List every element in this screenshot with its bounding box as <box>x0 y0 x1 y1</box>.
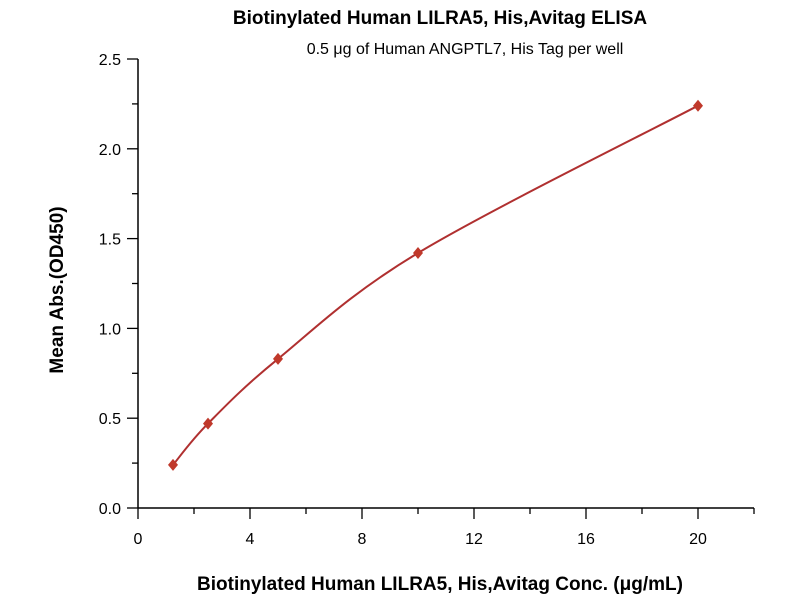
data-point <box>693 99 703 112</box>
chart-subtitle: 0.5 μg of Human ANGPTL7, His Tag per wel… <box>307 41 624 58</box>
x-tick-label: 4 <box>246 531 255 548</box>
y-tick-label: 0.5 <box>99 411 121 428</box>
fitted-curve <box>172 104 699 466</box>
x-tick-label: 8 <box>358 531 367 548</box>
x-tick-label: 16 <box>577 531 595 548</box>
x-tick-label: 12 <box>465 531 483 548</box>
axes: 0 4 8 12 16 20 0.0 0.5 1.0 1.5 2.0 2.5 <box>99 52 755 548</box>
y-tick-label: 1.0 <box>99 321 121 338</box>
y-tick-label: 2.5 <box>99 52 121 69</box>
y-tick-label: 2.0 <box>99 142 121 159</box>
x-axis-label: Biotinylated Human LILRA5, His,Avitag Co… <box>197 574 683 595</box>
data-point <box>168 458 178 471</box>
data-point <box>413 246 423 259</box>
plot-area <box>168 99 703 471</box>
y-axis-label: Mean Abs.(OD450) <box>47 206 68 373</box>
y-tick-label: 1.5 <box>99 232 121 249</box>
chart-title: Biotinylated Human LILRA5, His,Avitag EL… <box>233 8 647 29</box>
data-point <box>273 352 283 365</box>
y-tick-label: 0.0 <box>99 501 121 518</box>
x-tick-label: 20 <box>689 531 707 548</box>
x-tick-label: 0 <box>134 531 143 548</box>
data-point <box>203 417 213 430</box>
